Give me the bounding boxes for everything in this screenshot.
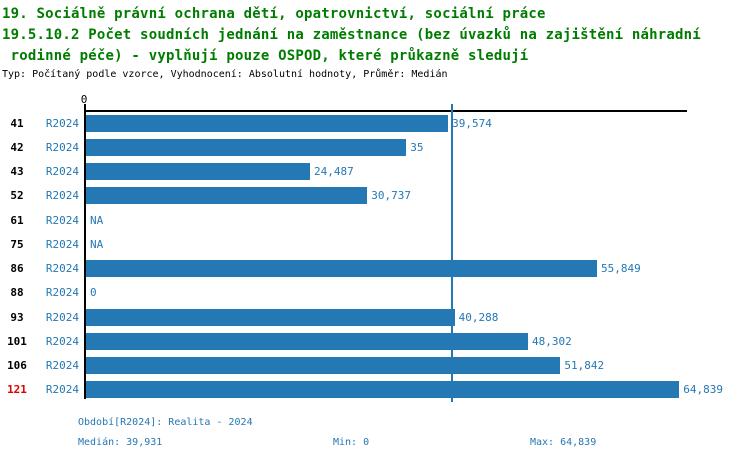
- row-series-label: R2024: [45, 310, 79, 324]
- chart-row: 93 R2024 40,288: [0, 305, 750, 329]
- row-id-label: 93: [10, 310, 24, 324]
- row-series-label: R2024: [45, 334, 79, 348]
- bar-area: 64,839: [86, 378, 750, 402]
- row-id-label: 41: [10, 116, 24, 130]
- bar-area: 48,302: [86, 329, 750, 353]
- chart-row: 41 R2024 39,574: [0, 111, 750, 135]
- bar-area: NA: [86, 232, 750, 256]
- bar-area: 51,842: [86, 354, 750, 378]
- row-id-label: 106: [7, 359, 27, 373]
- bar-area: 55,849: [86, 257, 750, 281]
- bar: [86, 163, 311, 181]
- bar-area: 0: [86, 281, 750, 305]
- chart-row: 121 R2024 64,839: [0, 378, 750, 402]
- chart-row: 101 R2024 48,302: [0, 329, 750, 353]
- bar-area: 35: [86, 135, 750, 159]
- row-series-label: R2024: [45, 237, 79, 251]
- footer-period: Období[R2024]: Realita - 2024: [78, 417, 253, 428]
- bar-value-label: 64,839: [683, 383, 724, 397]
- bar-area: 40,288: [86, 305, 750, 329]
- bar: [86, 260, 598, 278]
- title-line-3: rodinné péče) - vyplňují pouze OSPOD, kt…: [2, 48, 529, 64]
- bar-value-label: 39,574: [452, 116, 492, 130]
- chart-row: 52 R2024 30,737: [0, 184, 750, 208]
- x-axis-zero-tick-label: 0: [80, 93, 88, 106]
- bar-area: 39,574: [86, 111, 750, 135]
- bar-area: 24,487: [86, 160, 750, 184]
- title-line-1: 19. Sociálně právní ochrana dětí, opatro…: [2, 6, 546, 22]
- row-series-label: R2024: [45, 286, 79, 300]
- bar-area: NA: [86, 208, 750, 232]
- bar: [86, 357, 561, 375]
- chart-row: 106 R2024 51,842: [0, 354, 750, 378]
- row-series-label: R2024: [45, 165, 79, 179]
- bar-value-label: 40,288: [458, 310, 499, 324]
- row-series-label: R2024: [45, 359, 79, 373]
- row-id-label: 42: [10, 140, 24, 154]
- chart-row: 42 R2024 35: [0, 135, 750, 159]
- bar-value-label: 30,737: [371, 189, 411, 203]
- bar: [86, 138, 407, 156]
- bar-value-label: NA: [90, 237, 104, 251]
- bar-area: 30,737: [86, 184, 750, 208]
- footer-max: Max: 64,839: [530, 437, 597, 448]
- row-id-label: 86: [10, 262, 24, 276]
- row-id-label: 121: [7, 383, 27, 397]
- chart-row: 75 R2024 NA: [0, 232, 750, 256]
- bar: [86, 187, 368, 205]
- bar-value-label: 35: [410, 140, 424, 154]
- chart-row: 86 R2024 55,849: [0, 257, 750, 281]
- chart-row: 61 R2024 NA: [0, 208, 750, 232]
- title-line-2: 19.5.10.2 Počet soudních jednání na zamě…: [2, 27, 701, 43]
- row-id-label: 101: [7, 334, 27, 348]
- footer-median: Medián: 39,931: [78, 437, 163, 448]
- row-id-label: 75: [10, 237, 24, 251]
- row-id-label: 61: [10, 213, 24, 227]
- row-series-label: R2024: [45, 383, 79, 397]
- chart-header: 19. Sociálně právní ochrana dětí, opatro…: [2, 4, 701, 82]
- bar: [86, 332, 528, 350]
- row-id-label: 88: [10, 286, 24, 300]
- bar-value-label: 48,302: [531, 334, 572, 348]
- x-axis-line: [84, 110, 687, 112]
- bar-value-label: 24,487: [314, 165, 354, 179]
- chart-rows: 41 R2024 39,574 42 R2024 35 43 R2024 24,487 52 R20…: [0, 111, 750, 402]
- row-series-label: R2024: [45, 189, 79, 203]
- footer-min: Min: 0: [333, 437, 370, 448]
- bar: [86, 114, 449, 132]
- bar: [86, 381, 680, 399]
- row-series-label: R2024: [45, 262, 79, 276]
- row-series-label: R2024: [45, 213, 79, 227]
- bar-value-label: 51,842: [564, 359, 605, 373]
- row-id-label: 52: [10, 189, 24, 203]
- row-id-label: 43: [10, 165, 24, 179]
- bar-value-label: 55,849: [601, 262, 641, 276]
- bar: [86, 308, 455, 326]
- chart-row: 43 R2024 24,487: [0, 160, 750, 184]
- chart-row: 88 R2024 0: [0, 281, 750, 305]
- median-marker-line: [451, 104, 454, 402]
- bar-value-label: 0: [90, 286, 97, 300]
- row-series-label: R2024: [45, 140, 79, 154]
- y-axis-line: [84, 104, 86, 399]
- bar-value-label: NA: [90, 213, 104, 227]
- chart-subtitle: Typ: Počítaný podle vzorce, Vyhodnocení:…: [2, 69, 448, 80]
- row-series-label: R2024: [45, 116, 79, 130]
